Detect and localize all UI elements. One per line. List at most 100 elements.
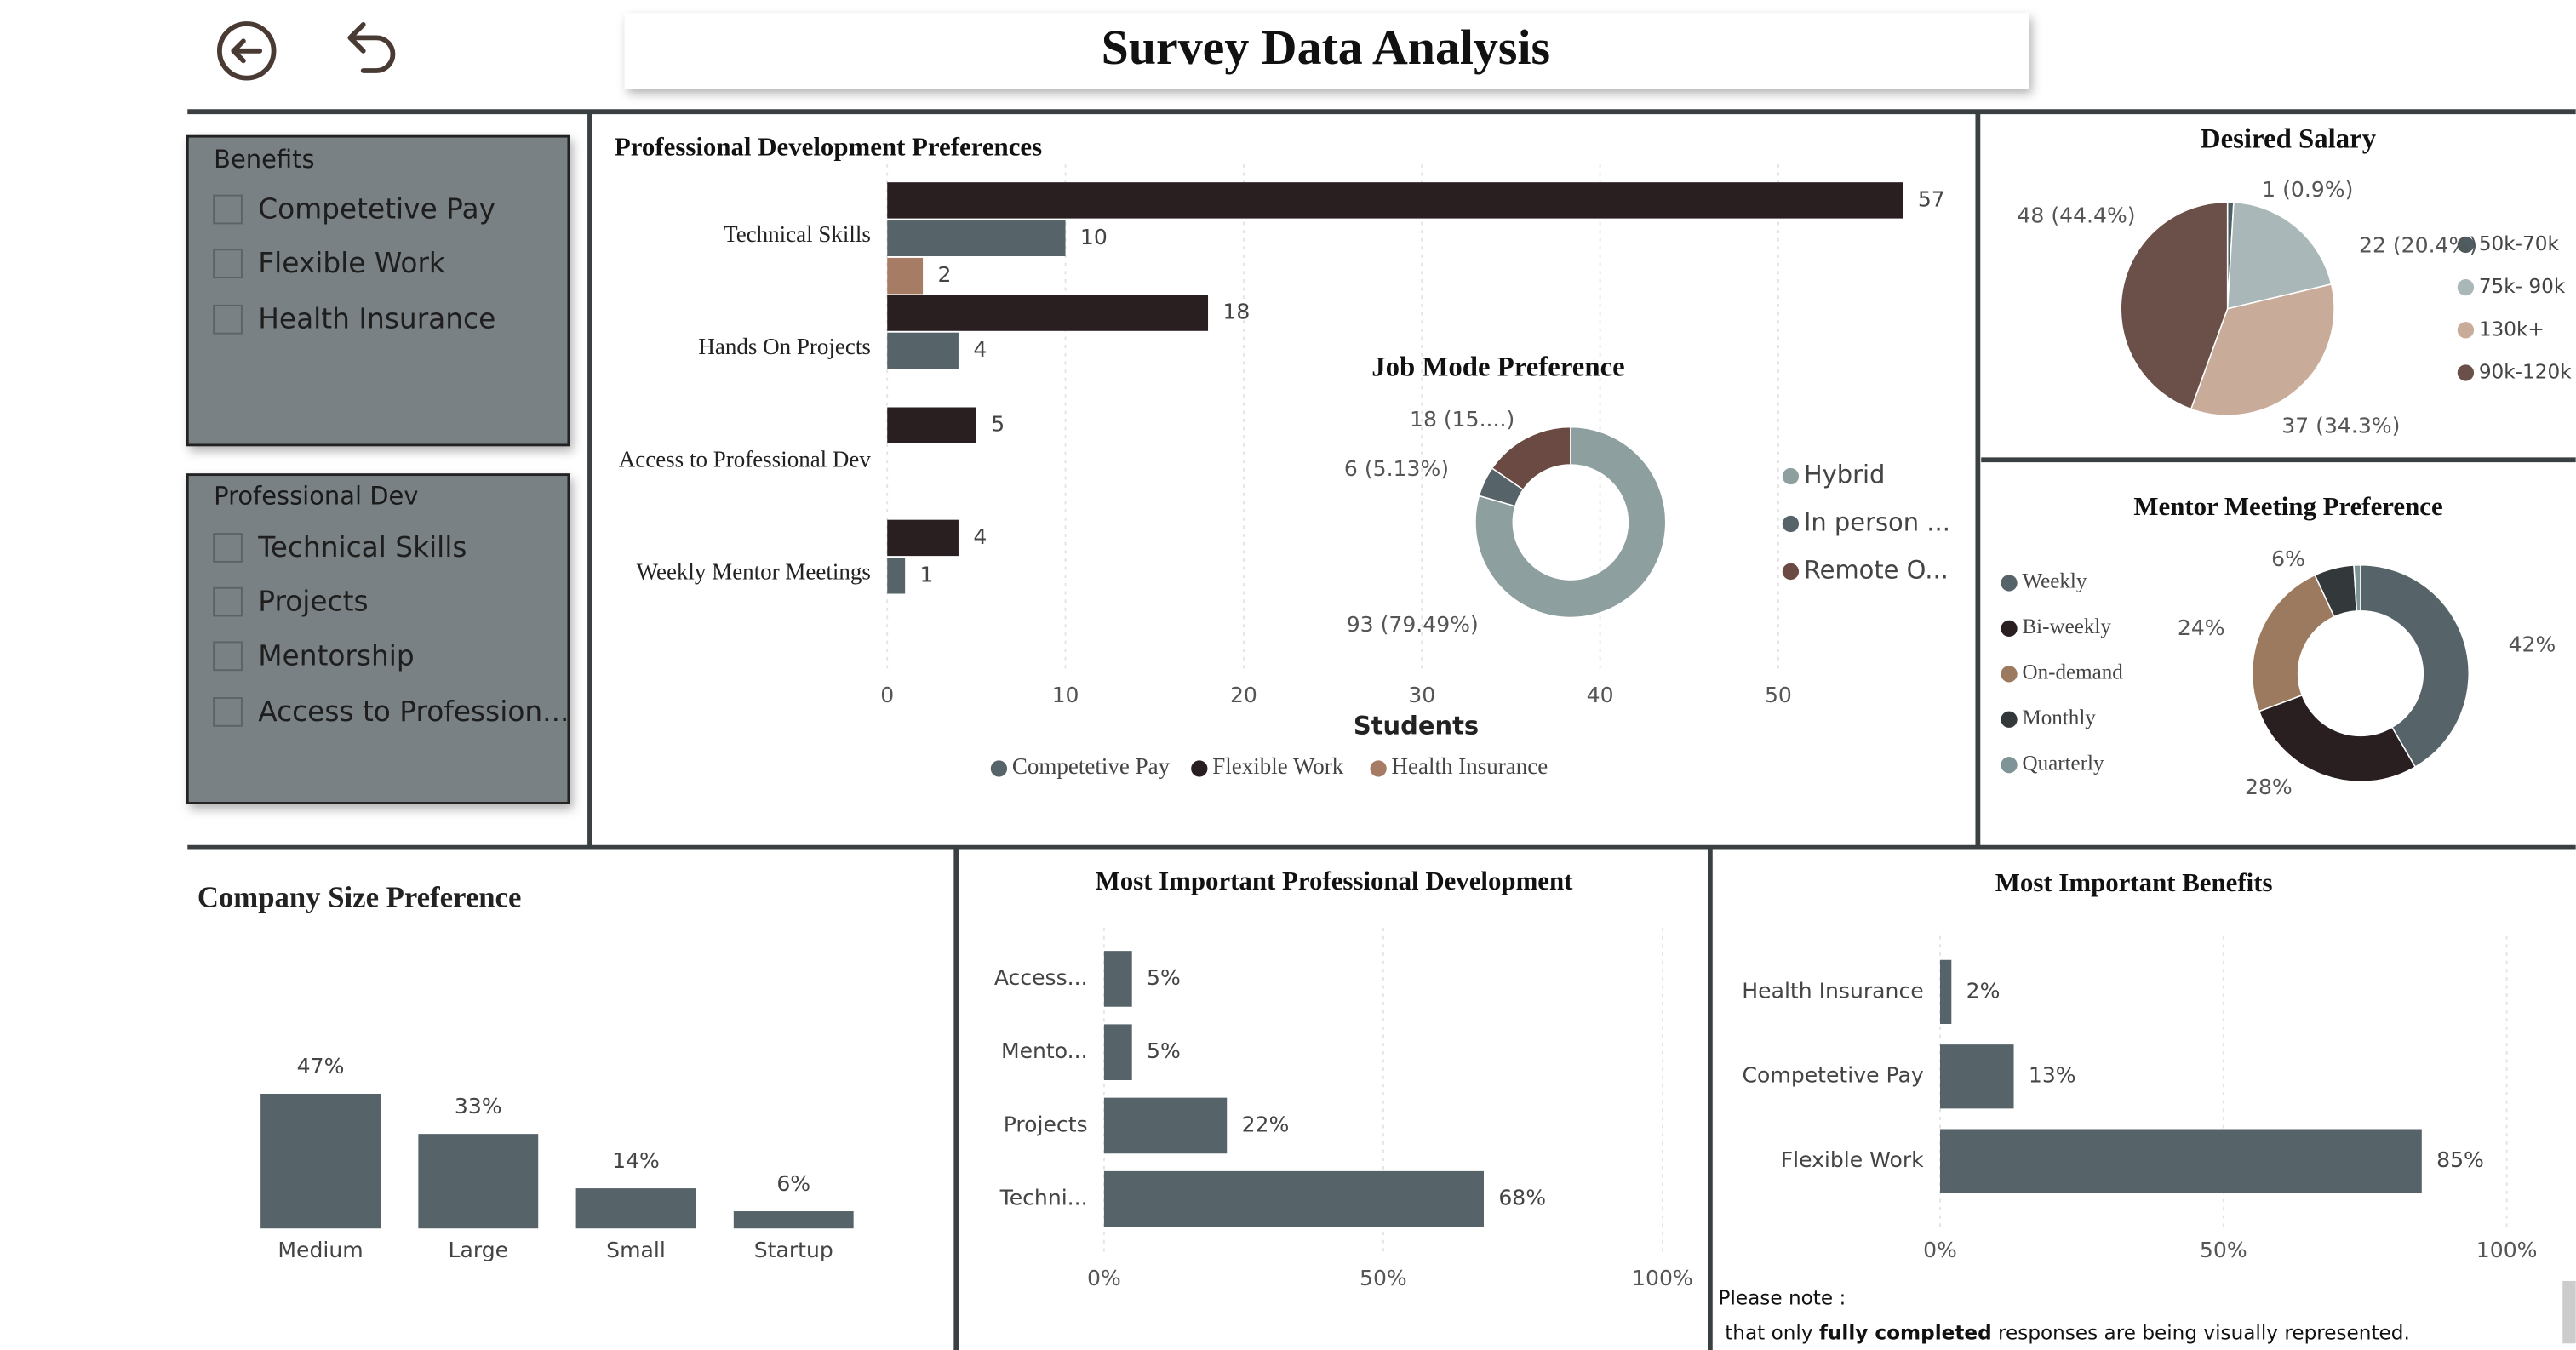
category-label: Startup [754,1238,833,1262]
value-label: 1 [920,562,934,586]
note-start: that only [1725,1322,1819,1344]
chart-title: Most Important Professional Development [1096,866,1574,895]
value-label: 22% [1242,1112,1290,1136]
slicer-panel [186,134,570,447]
undo-button[interactable] [347,22,396,73]
slicer-checkbox[interactable] [213,586,243,617]
x-tick-label: 0 [880,683,894,707]
chart-title: Job Mode Preference [1371,352,1624,383]
bar [733,1211,854,1229]
slicer-item[interactable]: Mentorship [258,639,414,672]
bar [887,257,924,295]
value-label: 6 (5.13%) [1344,456,1449,481]
legend-label[interactable]: Health Insurance [1392,753,1548,779]
value-label: 18 [1222,300,1250,324]
bar [887,332,959,369]
legend-label[interactable]: 90k-120k [2479,361,2572,383]
bar [418,1134,539,1229]
legend-label[interactable]: On-demand [2022,661,2123,684]
x-tick-label: 50 [1765,683,1792,707]
note-text: that only fully completed responses are … [1725,1322,2410,1344]
value-label: 4 [973,337,987,362]
back-icon [217,21,277,81]
back-button[interactable] [217,21,277,81]
value-label: 22 (20.4%) [2359,232,2477,257]
slicer-item[interactable]: Access to Profession... [258,695,569,728]
bar [260,1094,381,1229]
category-label: Techni... [999,1186,1088,1210]
legend-label[interactable]: Weekly [2022,570,2087,593]
slicer-title: Professional Dev [214,482,418,511]
x-tick-label: 0% [1087,1266,1121,1290]
slicer-checkbox[interactable] [213,194,243,225]
scrollbar[interactable] [2562,1280,2576,1344]
value-label: 1 (0.9%) [2262,177,2353,202]
bar [1103,951,1132,1007]
chart-title: Company Size Preference [197,880,522,913]
note-end: responses are being visually represented… [1992,1322,2410,1344]
donut-slice [2258,694,2417,783]
slicer-checkbox[interactable] [213,249,243,279]
bar [1939,1044,2014,1109]
slicer-panel [186,473,570,804]
legend-label[interactable]: Hybrid [1804,460,1886,489]
value-label: 4 [973,524,987,549]
note-heading: Please note : [1719,1288,1846,1310]
value-label: 28% [2245,775,2293,799]
legend-marker [2457,279,2475,296]
slicer-item[interactable]: Flexible Work [258,247,445,279]
legend-label[interactable]: 130k+ [2479,318,2545,340]
legend-label[interactable]: Flexible Work [1212,753,1344,779]
category-label: Health Insurance [1742,978,1923,1003]
legend-label[interactable]: Competetive Pay [1012,753,1171,779]
legend-marker [1782,563,1800,581]
slicer-item[interactable]: Technical Skills [257,531,467,563]
chart-title: Desired Salary [2201,123,2377,154]
bar [887,519,959,557]
slicer-item[interactable]: Health Insurance [258,303,495,335]
bar [887,220,1066,256]
pie-slice [2190,283,2335,416]
slicer-title: Benefits [214,145,314,174]
value-label: 42% [2509,632,2556,656]
slicer-item[interactable]: Projects [258,586,368,618]
bar [887,182,1903,219]
category-label: Competetive Pay [1743,1063,1924,1088]
page-title: Survey Data Analysis [1102,20,1550,75]
legend-marker [1191,760,1208,777]
bar [887,295,1209,331]
legend-marker [2001,666,2018,683]
value-label: 5% [1147,965,1181,990]
legend-label[interactable]: 75k- 90k [2479,276,2566,298]
legend-label[interactable]: 50k-70k [2479,233,2560,255]
legend-label[interactable]: In person ... [1804,507,1950,536]
donut-slice [1491,426,1571,491]
value-label: 5% [1147,1038,1181,1063]
legend-label[interactable]: Quarterly [2022,752,2104,775]
slicer-checkbox[interactable] [213,304,243,335]
category-label: Hands On Projects [698,334,870,359]
slicer-checkbox[interactable] [213,697,243,727]
value-label: 13% [2029,1063,2076,1088]
value-label: 57 [1918,186,1945,211]
bar [1103,1024,1132,1080]
slicer-checkbox[interactable] [213,641,243,672]
value-label: 85% [2436,1147,2484,1172]
legend-marker [2457,364,2475,381]
value-label: 47% [297,1054,345,1078]
donut-slice [2353,563,2361,612]
legend-marker [2001,757,2018,774]
slicer-item[interactable]: Competetive Pay [258,192,495,225]
bar [1939,959,1952,1025]
legend-marker [1782,467,1800,485]
back-arrow [231,38,263,64]
legend-label[interactable]: Bi-weekly [2022,615,2111,638]
value-label: 2% [1966,978,2001,1003]
legend-label[interactable]: Remote O... [1804,555,1949,584]
category-label: Small [606,1238,666,1262]
value-label: 18 (15....) [1410,407,1514,432]
donut-slice [2360,563,2470,769]
legend-label[interactable]: Monthly [2022,706,2096,729]
slicer-checkbox[interactable] [213,533,243,563]
value-label: 37 (34.3%) [2281,414,2400,438]
